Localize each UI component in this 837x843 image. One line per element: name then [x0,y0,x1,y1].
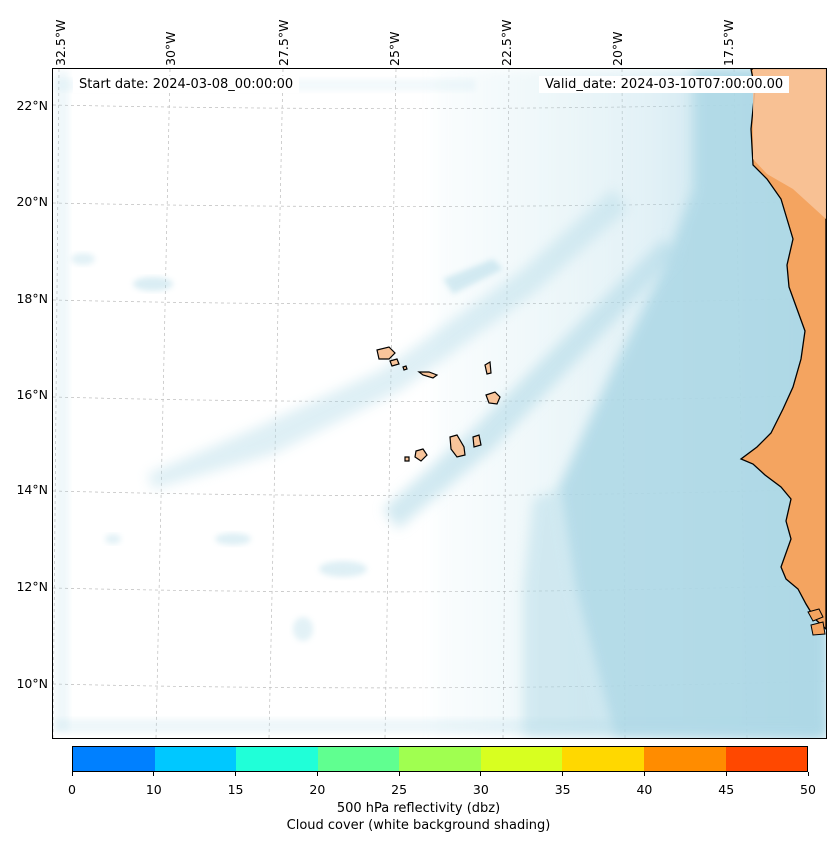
lat-label: 20°N [16,194,48,209]
lon-label: 20°W [610,31,625,66]
colorbar-tick-label: 40 [636,782,653,797]
colorbar-tick-mark [807,772,809,776]
island-brava [404,456,410,462]
cloud-streak [443,259,503,294]
colorbar-tick-label: 50 [800,782,816,797]
colorbar-segment [73,747,155,771]
colorbar-tick-label: 15 [227,782,244,797]
colorbar-segment [154,747,237,771]
cloud-patch [215,533,251,545]
island-sao-nicolau [417,371,439,379]
lat-label: 14°N [16,482,48,497]
colorbar-tick-mark [153,772,155,776]
colorbar-tick-label: 45 [718,782,735,797]
map-canvas [53,69,826,738]
colorbar-tick-mark [562,772,564,776]
colorbar-tick-label: 25 [391,782,408,797]
cloud-streak [148,189,628,489]
lat-label: 18°N [16,291,48,306]
colorbar-tick-mark [398,772,400,776]
colorbar-segment [236,747,318,771]
africa-island [810,621,826,636]
colorbar-tick-mark [480,772,482,776]
map-panel [52,68,827,739]
island-santo-antao [376,346,396,360]
meridian-line [384,69,397,738]
lat-label: 12°N [16,579,48,594]
cloud-patch [105,534,121,544]
africa-landmass [739,69,826,630]
cloud-border [55,71,69,731]
start-date-label: Start date: 2024-03-08_00:00:00 [73,76,300,93]
lat-label: 22°N [16,98,48,113]
cloud-patch [293,617,313,641]
lon-label: 17.5°W [721,19,736,66]
colorbar-segment [643,747,726,771]
colorbar-tick-mark [643,772,645,776]
africa-island [807,608,824,622]
colorbar-tick-mark [71,772,73,776]
colorbar-sublabel: Cloud cover (white background shading) [286,818,551,833]
lon-label: 22.5°W [499,19,514,66]
colorbar-tick-label: 20 [309,782,326,797]
island-sal [484,360,492,375]
lat-label: 10°N [16,676,48,691]
island-sao-vicente [389,358,400,367]
cloud-patch [319,561,367,577]
cloud-cover-shading [55,69,826,738]
island-santa-luzia [402,365,408,371]
meridian-line [155,69,171,738]
island-fogo [414,448,428,462]
colorbar-segment [725,747,808,771]
colorbar-tick-mark [316,772,318,776]
africa-light-north [753,69,826,219]
colorbar-tick-mark [235,772,237,776]
meridian-line [268,69,284,738]
lon-label: 25°W [387,31,402,66]
island-maio [472,434,482,448]
cloud-border [55,719,824,733]
lon-label: 32.5°W [53,19,68,66]
colorbar-label: 500 hPa reflectivity (dbz) [336,801,501,816]
lon-label: 27.5°W [276,19,291,66]
lat-label: 16°N [16,387,48,402]
cloud-patch [133,277,173,291]
colorbar-segment [399,747,481,771]
colorbar-segment [317,747,400,771]
colorbar-tick-label: 30 [472,782,489,797]
african-coast [739,69,826,636]
cabo-verde-islands [376,346,501,462]
cloud-patch [71,253,95,265]
lon-label: 30°W [163,31,178,66]
colorbar-tick-mark [725,772,727,776]
colorbar-tick-label: 0 [68,782,76,797]
colorbar-tick-label: 10 [145,782,162,797]
colorbar [72,746,808,772]
colorbar-segment [562,747,644,771]
valid-date-label: Valid_date: 2024-03-10T07:00:00.00 [539,76,790,93]
colorbar-segment [480,747,563,771]
island-boa-vista [485,391,501,405]
island-santiago [449,434,466,458]
cloud-band-mid [523,489,613,738]
colorbar-tick-label: 35 [554,782,571,797]
cloud-band-east [558,69,826,738]
